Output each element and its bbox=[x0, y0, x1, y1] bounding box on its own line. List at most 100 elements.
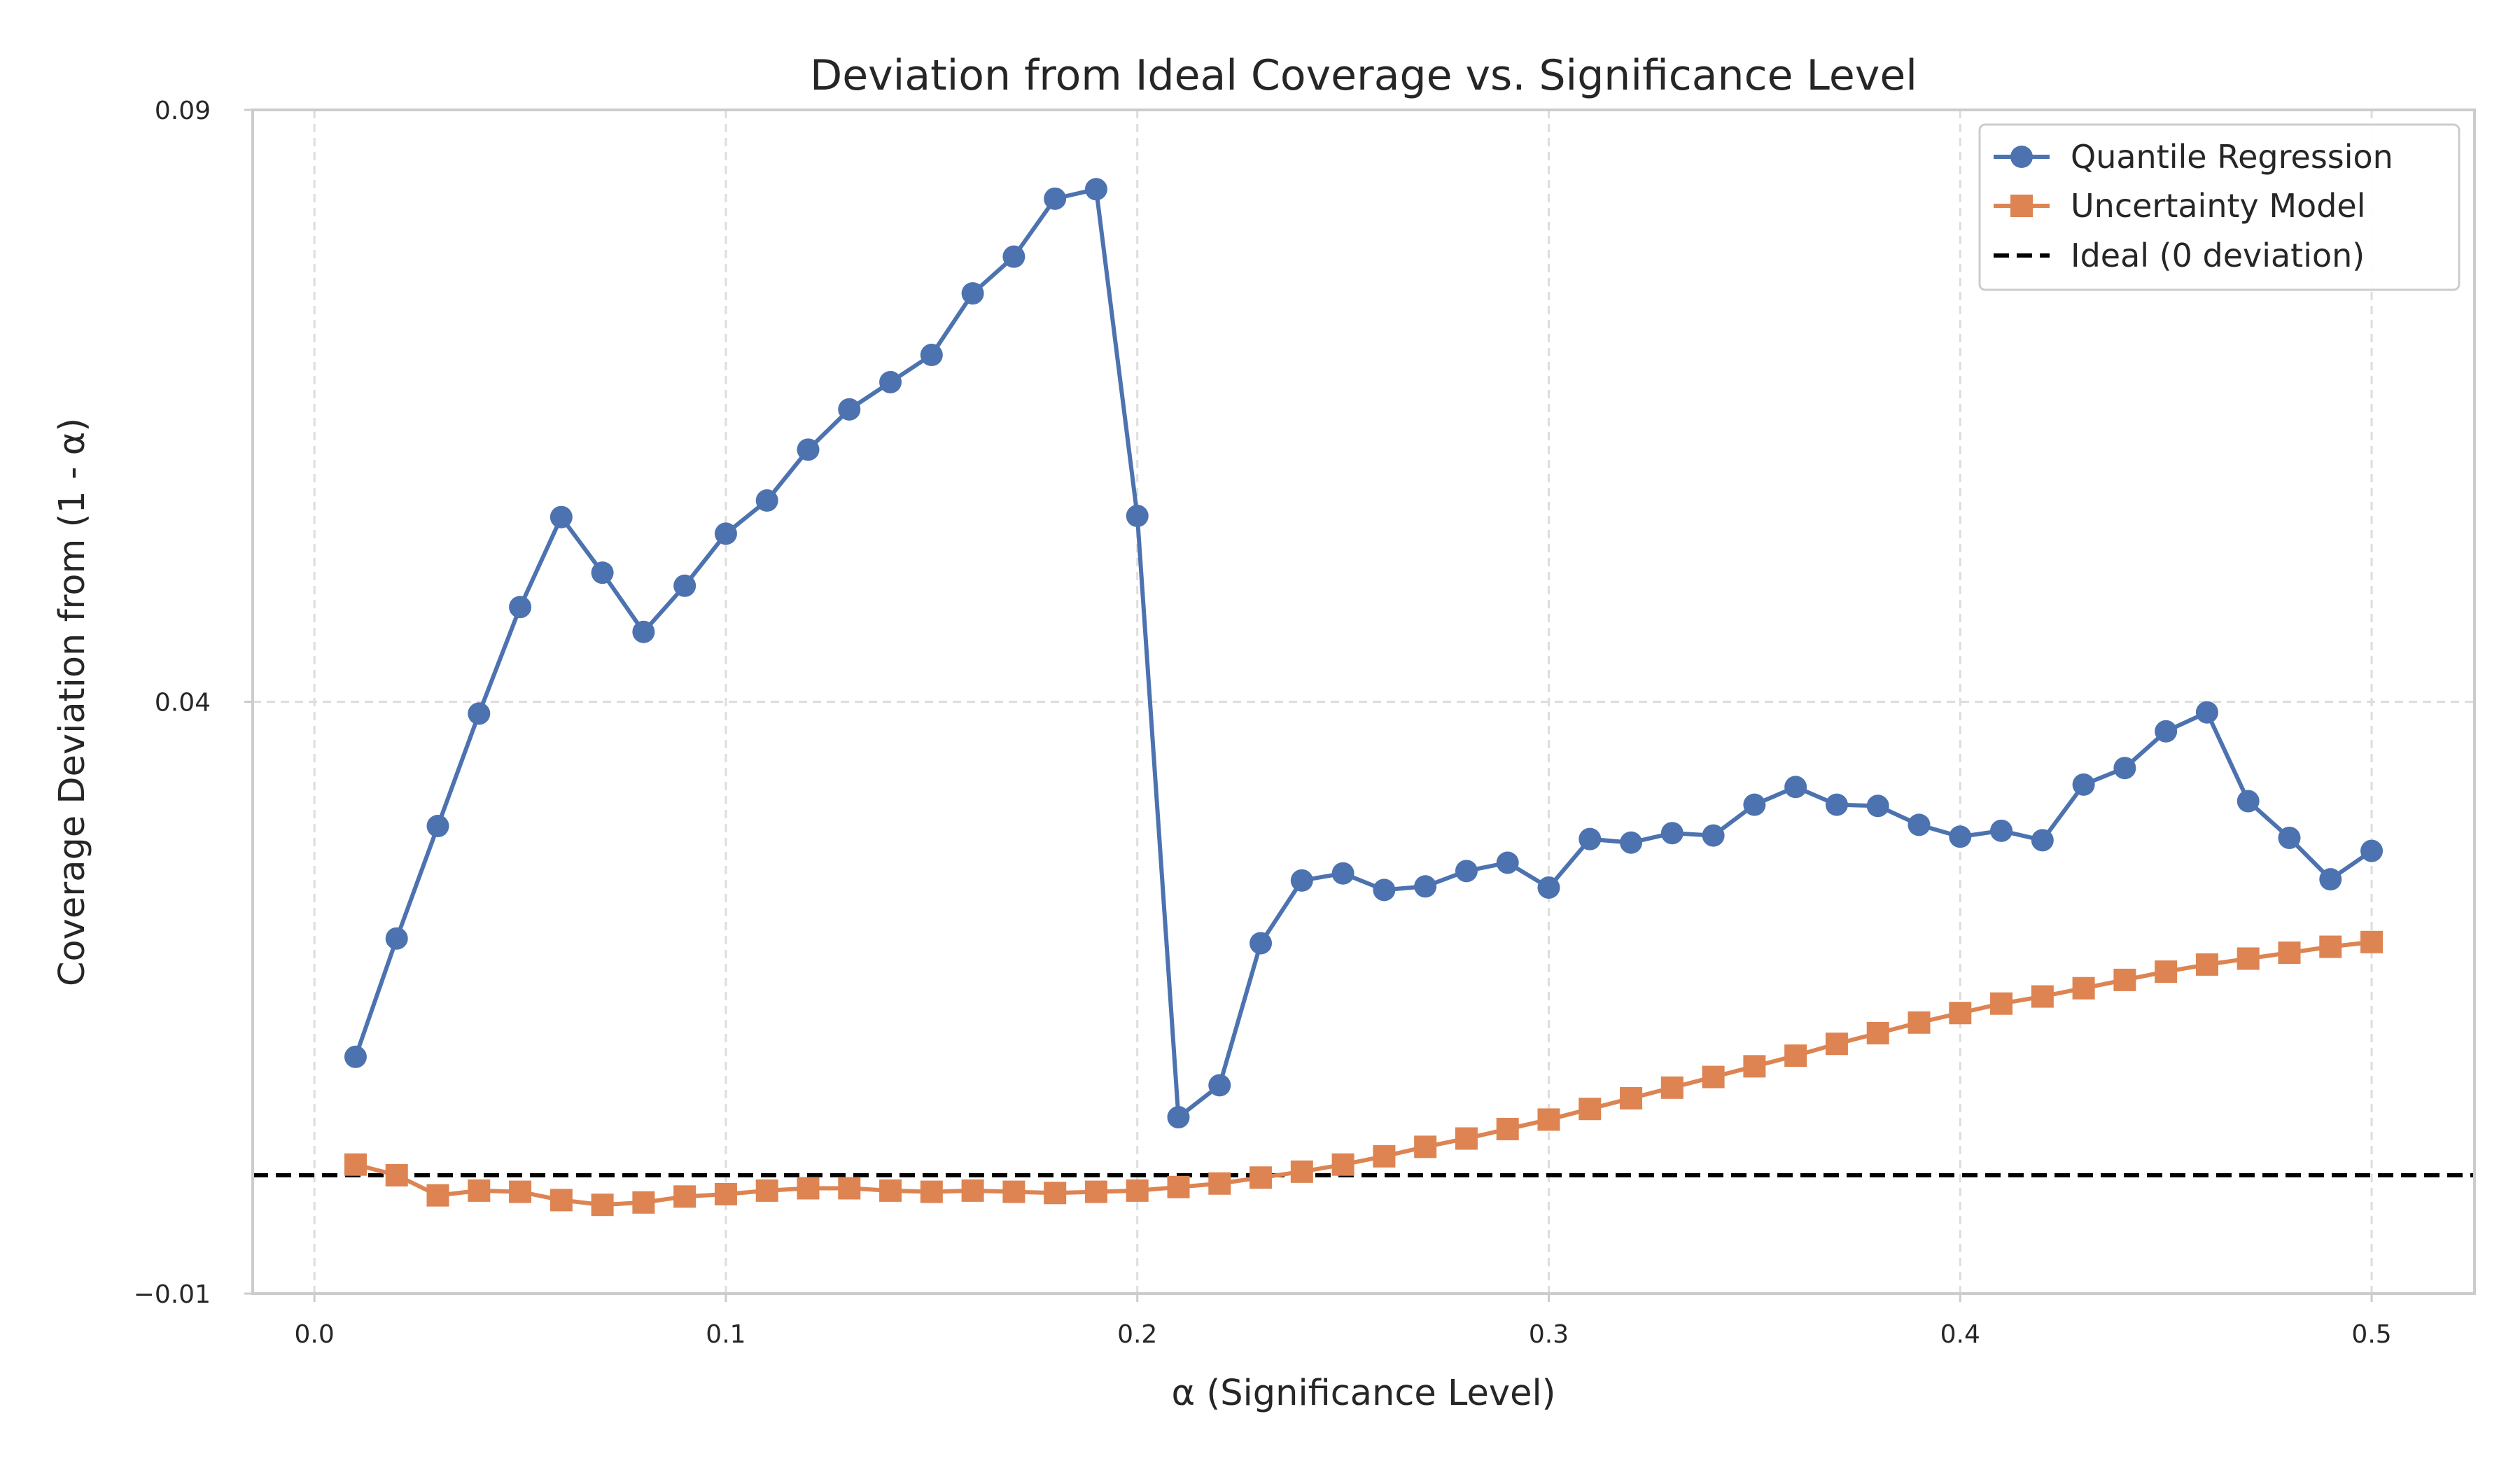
quantile-regression-point bbox=[2236, 790, 2260, 813]
quantile-regression-point bbox=[1208, 1074, 1231, 1097]
uncertainty-model-point bbox=[1620, 1086, 1643, 1110]
uncertainty-model-point bbox=[838, 1177, 861, 1200]
uncertainty-model-point bbox=[2319, 935, 2342, 958]
quantile-regression-point bbox=[1331, 862, 1354, 885]
legend-marker-quantile-regression bbox=[2010, 146, 2033, 168]
legend-marker-uncertainty-model bbox=[2010, 195, 2033, 217]
uncertainty-model-point bbox=[1496, 1117, 1519, 1140]
uncertainty-model-point bbox=[2113, 968, 2136, 991]
axis-ticks: 0.0 0.1 0.2 0.3 0.4 0.5 −0.01 0.04 0.09 bbox=[134, 97, 2392, 1349]
uncertainty-model-point bbox=[2031, 985, 2054, 1008]
uncertainty-model-point bbox=[714, 1182, 737, 1205]
uncertainty-model-point bbox=[879, 1179, 902, 1202]
quantile-regression-point bbox=[1496, 851, 1519, 874]
uncertainty-model-point bbox=[1743, 1055, 1766, 1078]
uncertainty-model-point bbox=[2360, 930, 2384, 953]
quantile-regression-point bbox=[426, 815, 449, 838]
quantile-regression-point bbox=[920, 344, 943, 367]
uncertainty-model-point bbox=[1167, 1175, 1190, 1198]
quantile-regression-point bbox=[1126, 505, 1149, 528]
quantile-regression-point bbox=[1167, 1106, 1190, 1129]
uncertainty-model-point bbox=[344, 1153, 367, 1176]
quantile-regression-point bbox=[1660, 822, 1684, 845]
uncertainty-model-point bbox=[1250, 1166, 1273, 1189]
uncertainty-model-point bbox=[1126, 1179, 1149, 1202]
quantile-regression-point bbox=[385, 927, 408, 950]
quantile-regression-point bbox=[2072, 773, 2095, 796]
quantile-regression-point bbox=[2113, 757, 2136, 780]
uncertainty-model-point bbox=[1084, 1180, 1107, 1203]
uncertainty-model-point bbox=[1578, 1098, 1602, 1121]
uncertainty-model-point bbox=[426, 1184, 449, 1207]
quantile-regression-point bbox=[961, 282, 984, 305]
uncertainty-model-point bbox=[1002, 1180, 1026, 1203]
legend: Quantile Regression Uncertainty Model Idea… bbox=[1978, 123, 2460, 291]
quantile-regression-point bbox=[1250, 932, 1273, 955]
quantile-regression-point bbox=[2031, 829, 2054, 852]
uncertainty-model-point bbox=[509, 1180, 532, 1203]
legend-box bbox=[1978, 123, 2460, 291]
chart-title: Deviation from Ideal Coverage vs. Signif… bbox=[810, 51, 1917, 100]
quantile-regression-point bbox=[2278, 826, 2301, 849]
uncertainty-model-point bbox=[961, 1179, 984, 1202]
uncertainty-model-point bbox=[591, 1194, 614, 1217]
quantile-regression-point bbox=[1990, 819, 2013, 842]
quantile-regression-point bbox=[714, 522, 737, 545]
quantile-regression-point bbox=[1784, 776, 1807, 799]
y-tick-label: 0.04 bbox=[155, 689, 211, 718]
uncertainty-model-point bbox=[468, 1179, 491, 1202]
x-tick-label: 0.0 bbox=[295, 1320, 335, 1349]
uncertainty-model-point bbox=[2236, 947, 2260, 970]
uncertainty-model-point bbox=[1784, 1044, 1807, 1068]
uncertainty-model-point bbox=[1537, 1108, 1560, 1131]
x-tick-label: 0.1 bbox=[706, 1320, 746, 1349]
uncertainty-model-point bbox=[755, 1179, 778, 1202]
quantile-regression-point bbox=[591, 561, 614, 584]
quantile-regression-point bbox=[1044, 187, 1067, 210]
quantile-regression-point bbox=[838, 398, 861, 421]
uncertainty-model-point bbox=[1373, 1144, 1396, 1168]
quantile-regression-point bbox=[2319, 868, 2342, 891]
quantile-regression-point bbox=[550, 505, 573, 528]
x-tick-label: 0.2 bbox=[1117, 1320, 1157, 1349]
quantile-regression-point bbox=[1620, 831, 1643, 854]
uncertainty-model-point bbox=[1702, 1065, 1725, 1088]
quantile-regression-point bbox=[468, 702, 491, 725]
uncertainty-model-point bbox=[1825, 1032, 1848, 1056]
quantile-regression-point bbox=[1002, 245, 1026, 268]
y-tick-label: −0.01 bbox=[134, 1280, 211, 1309]
quantile-regression-point bbox=[344, 1045, 367, 1068]
uncertainty-model-point bbox=[632, 1191, 655, 1214]
quantile-regression-point bbox=[673, 574, 696, 597]
legend-label: Quantile Regression bbox=[2071, 138, 2393, 176]
uncertainty-model-point bbox=[1208, 1172, 1231, 1195]
uncertainty-model-point bbox=[1949, 1002, 1972, 1025]
quantile-regression-point bbox=[632, 620, 655, 643]
x-axis-label: α (Significance Level) bbox=[1171, 1373, 1555, 1414]
x-tick-label: 0.3 bbox=[1529, 1320, 1569, 1349]
quantile-regression-point bbox=[1290, 869, 1313, 892]
quantile-regression-point bbox=[1825, 793, 1848, 816]
legend-label: Ideal (0 deviation) bbox=[2071, 237, 2365, 274]
y-axis-label: Coverage Deviation from (1 - α) bbox=[52, 418, 93, 986]
uncertainty-model-point bbox=[2072, 976, 2095, 1000]
uncertainty-model-point bbox=[2278, 941, 2301, 964]
quantile-regression-point bbox=[755, 489, 778, 512]
x-tick-label: 0.5 bbox=[2351, 1320, 2391, 1349]
quantile-regression-point bbox=[1907, 813, 1931, 836]
uncertainty-model-point bbox=[2195, 953, 2218, 976]
uncertainty-model-point bbox=[1290, 1160, 1313, 1183]
uncertainty-model-point bbox=[1455, 1127, 1478, 1150]
quantile-regression-point bbox=[1373, 878, 1396, 902]
quantile-regression-point bbox=[509, 596, 532, 619]
quantile-regression-point bbox=[1949, 825, 1972, 848]
uncertainty-model-point bbox=[1907, 1011, 1931, 1034]
quantile-regression-point bbox=[1084, 178, 1107, 201]
uncertainty-model-point bbox=[550, 1189, 573, 1212]
legend-label: Uncertainty Model bbox=[2071, 187, 2365, 225]
uncertainty-model-point bbox=[1331, 1153, 1354, 1176]
uncertainty-model-point bbox=[673, 1185, 696, 1208]
quantile-regression-point bbox=[1414, 875, 1437, 898]
quantile-regression-point bbox=[879, 370, 902, 393]
